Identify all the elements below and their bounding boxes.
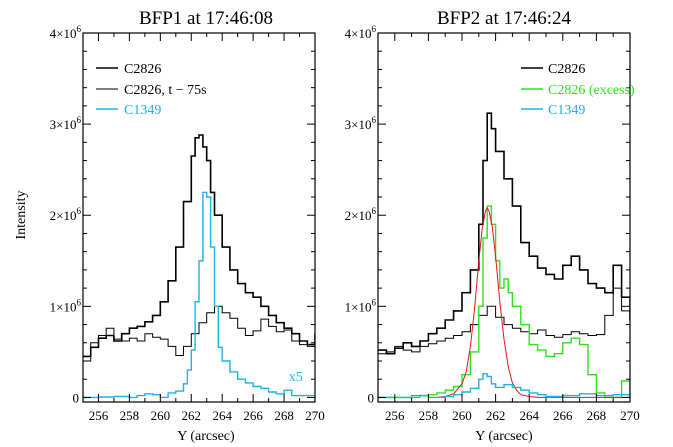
y-tick-label: 1×106 bbox=[50, 297, 82, 314]
x-tick-label: 270 bbox=[305, 408, 325, 423]
legend-label-c1349: C1349 bbox=[548, 103, 585, 118]
legend: C2826 C2826 (excess) C1349 bbox=[521, 62, 635, 118]
annotation-x5: x5 bbox=[289, 370, 303, 385]
y-tick-label: 0 bbox=[368, 390, 375, 405]
panel-bfp2: BFP2 at 17:46:24 Y (arcsec) 256 258 260 262… bbox=[345, 8, 640, 444]
x-tick-label: 260 bbox=[151, 408, 171, 423]
x-tick-label: 262 bbox=[182, 408, 202, 423]
c2826-t-75s-line bbox=[378, 287, 630, 355]
x-tick-label: 260 bbox=[452, 408, 472, 423]
legend-label-c2826: C2826 bbox=[124, 62, 161, 77]
x-tick-label: 256 bbox=[89, 408, 109, 423]
x-tick-label: 266 bbox=[553, 408, 573, 423]
x-tick-label: 256 bbox=[385, 408, 405, 423]
series-group bbox=[378, 112, 630, 399]
y-tick-label: 4×106 bbox=[50, 24, 82, 41]
panel-title: BFP2 at 17:46:24 bbox=[437, 8, 572, 29]
plot-area: 256 258 260 262 264 266 268 270 0 1×106 2×106 3×106… bbox=[345, 24, 640, 423]
c1349-line bbox=[378, 373, 630, 399]
x-axis-label: Y (arcsec) bbox=[475, 429, 533, 444]
x-tick-label: 258 bbox=[419, 408, 439, 423]
x-tick-label: 258 bbox=[120, 408, 140, 423]
y-axis-label: Intensity bbox=[14, 191, 29, 240]
x-tick-label: 268 bbox=[587, 408, 607, 423]
x-tick-label: 264 bbox=[519, 408, 539, 423]
x-tick-label: 264 bbox=[212, 408, 232, 423]
c2826-line bbox=[83, 134, 315, 358]
c1349-line bbox=[83, 191, 315, 399]
plot-frame bbox=[377, 32, 631, 403]
plot-frame bbox=[82, 32, 316, 403]
legend-label-c2826-excess: C2826 (excess) bbox=[548, 83, 635, 98]
x-tick-label: 270 bbox=[620, 408, 640, 423]
panel-bfp1: BFP1 at 17:46:08 Intensity Y (arcsec) 25… bbox=[14, 8, 325, 444]
c2826-excess-line bbox=[378, 205, 630, 399]
plot-area: 256 258 260 262 264 266 268 270 0 1×106 2×106 3×106… bbox=[50, 24, 325, 423]
x-tick-label: 262 bbox=[486, 408, 506, 423]
y-tick-label: 3×106 bbox=[50, 115, 82, 132]
panel-title: BFP1 at 17:46:08 bbox=[139, 8, 273, 29]
legend: C2826 C2826, t − 75s C1349 bbox=[96, 62, 207, 118]
c2826-t-75s-line bbox=[83, 305, 315, 362]
legend-label-c2826-t75: C2826, t − 75s bbox=[124, 83, 207, 98]
x-tick-label: 268 bbox=[274, 408, 294, 423]
x-axis-label: Y (arcsec) bbox=[177, 429, 235, 444]
y-tick-label: 2×106 bbox=[50, 206, 82, 223]
legend-label-c2826: C2826 bbox=[548, 62, 585, 77]
y-tick-label: 4×106 bbox=[345, 24, 377, 41]
y-tick-label: 2×106 bbox=[345, 206, 377, 223]
legend-label-c1349: C1349 bbox=[124, 103, 161, 118]
series-group bbox=[83, 134, 315, 399]
x-tick-label: 266 bbox=[243, 408, 263, 423]
c2826-line bbox=[378, 112, 630, 355]
y-tick-label: 3×106 bbox=[345, 115, 377, 132]
y-tick-label: 1×106 bbox=[345, 297, 377, 314]
y-tick-label: 0 bbox=[73, 390, 80, 405]
gaussian-fit-line bbox=[436, 206, 630, 398]
